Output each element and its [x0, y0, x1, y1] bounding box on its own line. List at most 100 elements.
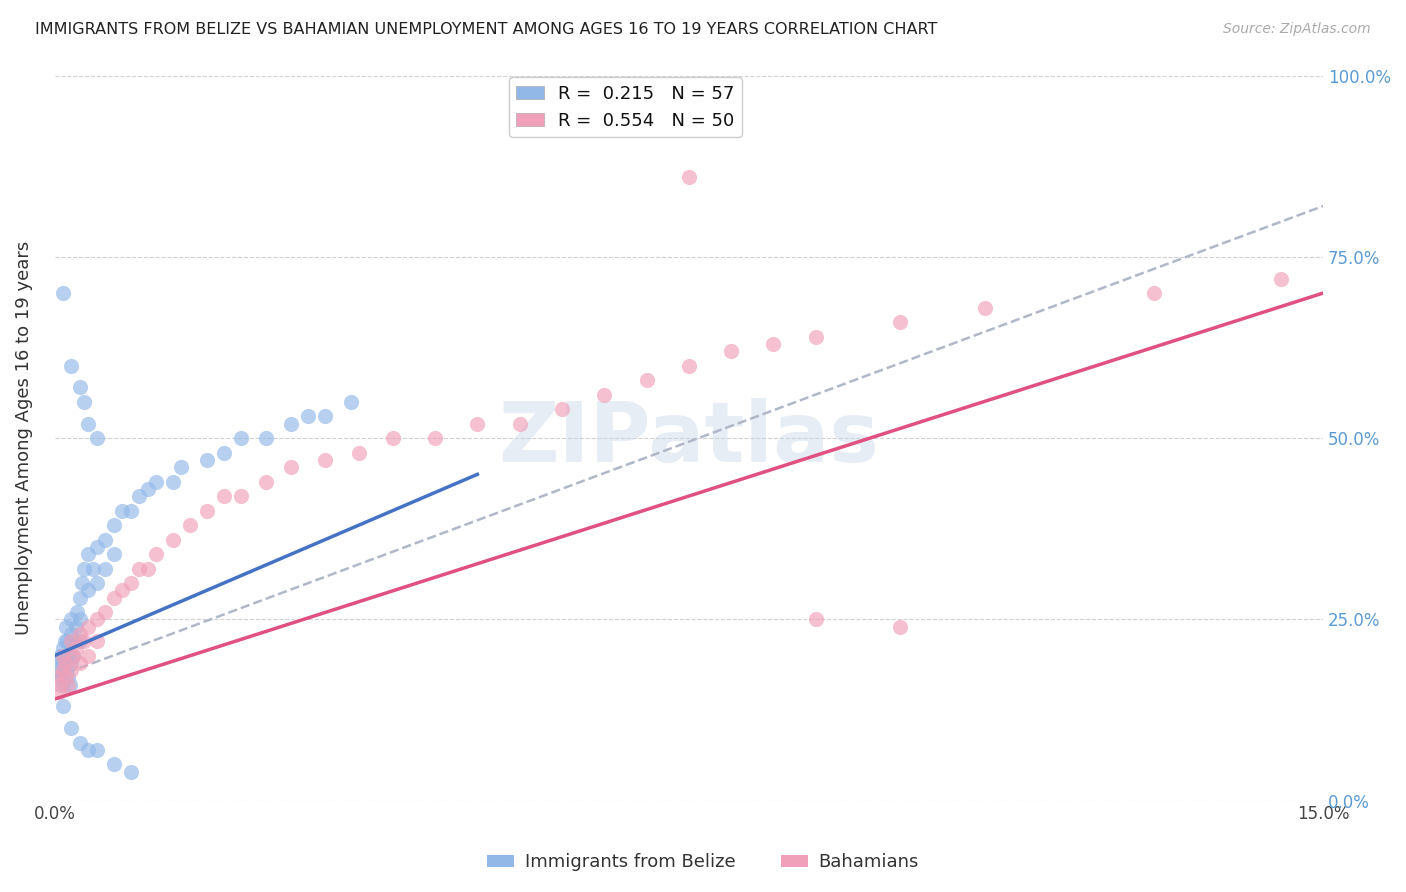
- Point: [86, 576, 108, 591]
- Point: [70, 576, 93, 591]
- Point: [55, 619, 77, 633]
- Point: [62, 648, 84, 663]
- Point: [65, 641, 87, 656]
- Point: [103, 591, 125, 605]
- Point: [52, 648, 75, 663]
- Point: [111, 503, 134, 517]
- Point: [77, 417, 100, 431]
- Point: [179, 518, 201, 533]
- Point: [973, 301, 995, 315]
- Point: [94, 561, 117, 575]
- Point: [69, 627, 91, 641]
- Point: [254, 475, 277, 489]
- Point: [52, 663, 75, 677]
- Legend: Immigrants from Belize, Bahamians: Immigrants from Belize, Bahamians: [479, 847, 927, 879]
- Point: [195, 503, 218, 517]
- Point: [77, 547, 100, 561]
- Point: [60, 634, 83, 648]
- Point: [128, 489, 150, 503]
- Point: [678, 169, 700, 184]
- Point: [73, 394, 96, 409]
- Point: [53, 656, 76, 670]
- Point: [889, 619, 911, 633]
- Point: [103, 547, 125, 561]
- Point: [280, 460, 302, 475]
- Point: [94, 533, 117, 547]
- Point: [56, 670, 79, 684]
- Point: [52, 656, 75, 670]
- Point: [69, 380, 91, 394]
- Point: [60, 612, 83, 626]
- Point: [720, 344, 742, 359]
- Point: [52, 699, 75, 714]
- Point: [136, 561, 159, 575]
- Point: [51, 670, 73, 684]
- Point: [467, 417, 489, 431]
- Y-axis label: Unemployment Among Ages 16 to 19 years: Unemployment Among Ages 16 to 19 years: [15, 241, 32, 635]
- Point: [103, 518, 125, 533]
- Point: [280, 417, 302, 431]
- Point: [229, 431, 252, 445]
- Point: [254, 431, 277, 445]
- Point: [73, 634, 96, 648]
- Point: [314, 409, 336, 424]
- Point: [636, 373, 658, 387]
- Point: [94, 605, 117, 619]
- Point: [889, 315, 911, 329]
- Point: [69, 634, 91, 648]
- Point: [212, 489, 235, 503]
- Point: [56, 677, 79, 691]
- Point: [136, 482, 159, 496]
- Point: [52, 286, 75, 301]
- Point: [69, 736, 91, 750]
- Point: [60, 663, 83, 677]
- Point: [423, 431, 446, 445]
- Point: [69, 612, 91, 626]
- Point: [56, 634, 79, 648]
- Text: ZIPatlas: ZIPatlas: [498, 398, 879, 479]
- Point: [73, 561, 96, 575]
- Point: [162, 475, 184, 489]
- Point: [60, 627, 83, 641]
- Point: [62, 648, 84, 663]
- Point: [1270, 271, 1292, 285]
- Point: [195, 452, 218, 467]
- Point: [314, 452, 336, 467]
- Point: [86, 540, 108, 554]
- Point: [86, 634, 108, 648]
- Point: [120, 576, 142, 591]
- Point: [162, 533, 184, 547]
- Point: [60, 656, 83, 670]
- Point: [60, 359, 83, 373]
- Point: [77, 648, 100, 663]
- Point: [49, 677, 72, 691]
- Point: [63, 634, 86, 648]
- Point: [48, 685, 70, 699]
- Point: [339, 394, 361, 409]
- Point: [52, 677, 75, 691]
- Point: [120, 503, 142, 517]
- Point: [103, 757, 125, 772]
- Point: [46, 663, 69, 677]
- Point: [1143, 286, 1166, 301]
- Point: [593, 387, 616, 401]
- Point: [69, 591, 91, 605]
- Point: [55, 663, 77, 677]
- Point: [128, 561, 150, 575]
- Point: [49, 648, 72, 663]
- Point: [52, 641, 75, 656]
- Point: [381, 431, 404, 445]
- Point: [111, 583, 134, 598]
- Text: Source: ZipAtlas.com: Source: ZipAtlas.com: [1223, 22, 1371, 37]
- Point: [678, 359, 700, 373]
- Point: [82, 561, 104, 575]
- Point: [120, 764, 142, 779]
- Point: [145, 475, 167, 489]
- Point: [145, 547, 167, 561]
- Point: [77, 583, 100, 598]
- Point: [509, 417, 531, 431]
- Point: [69, 656, 91, 670]
- Text: IMMIGRANTS FROM BELIZE VS BAHAMIAN UNEMPLOYMENT AMONG AGES 16 TO 19 YEARS CORREL: IMMIGRANTS FROM BELIZE VS BAHAMIAN UNEMP…: [35, 22, 938, 37]
- Point: [58, 648, 80, 663]
- Point: [762, 336, 785, 351]
